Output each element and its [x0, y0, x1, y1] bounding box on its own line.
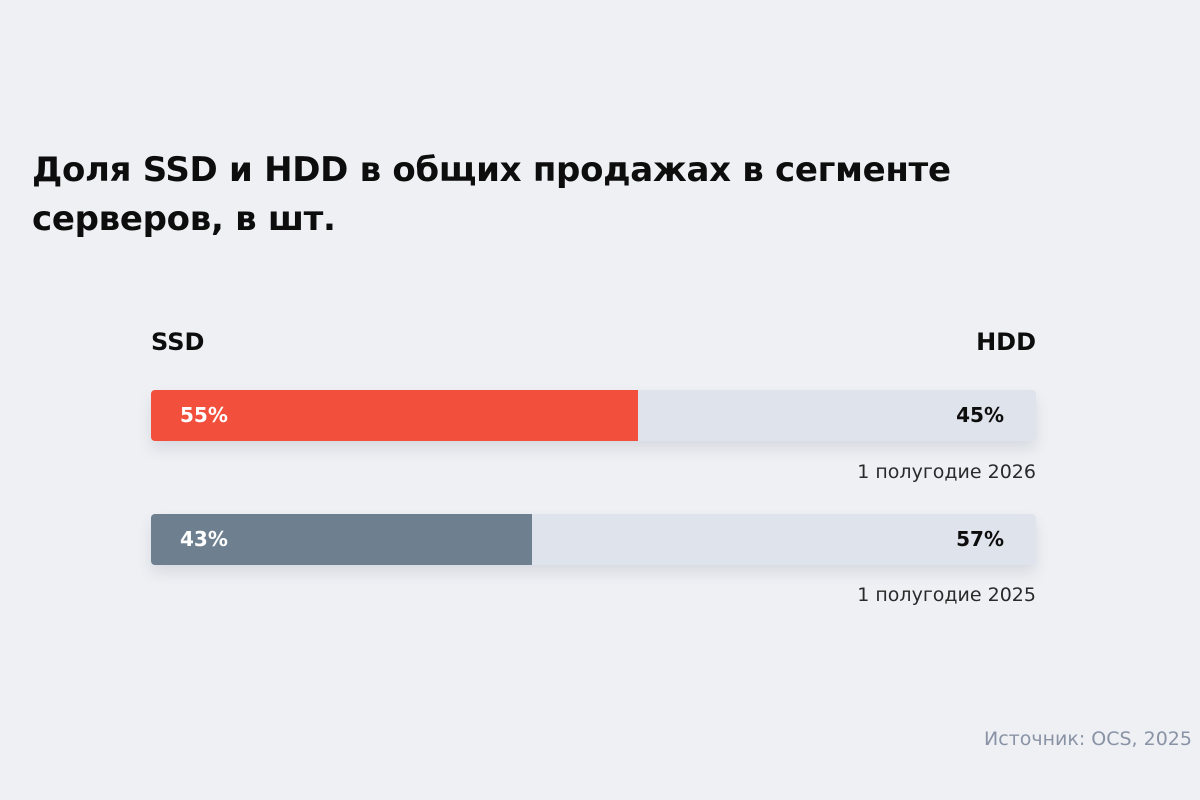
source-note: Источник: OCS, 2025 [984, 728, 1192, 750]
ssd-value-2025: 43% [180, 527, 228, 551]
hdd-value-2025: 57% [956, 527, 1004, 551]
ssd-bar-2025 [151, 514, 532, 565]
bar-row-2026: 55% 45% [151, 390, 1036, 441]
hdd-value-2026: 45% [956, 403, 1004, 427]
ssd-value-2026: 55% [180, 403, 228, 427]
chart-title: Доля SSD и HDD в общих продажах в сегмен… [32, 150, 951, 239]
period-label-2026: 1 полугодие 2026 [857, 461, 1036, 483]
period-label-2025: 1 полугодие 2025 [857, 584, 1036, 606]
legend-hdd: HDD [976, 328, 1036, 356]
ssd-bar-2026 [151, 390, 638, 441]
bar-row-2025: 43% 57% [151, 514, 1036, 565]
legend-ssd: SSD [151, 328, 205, 356]
